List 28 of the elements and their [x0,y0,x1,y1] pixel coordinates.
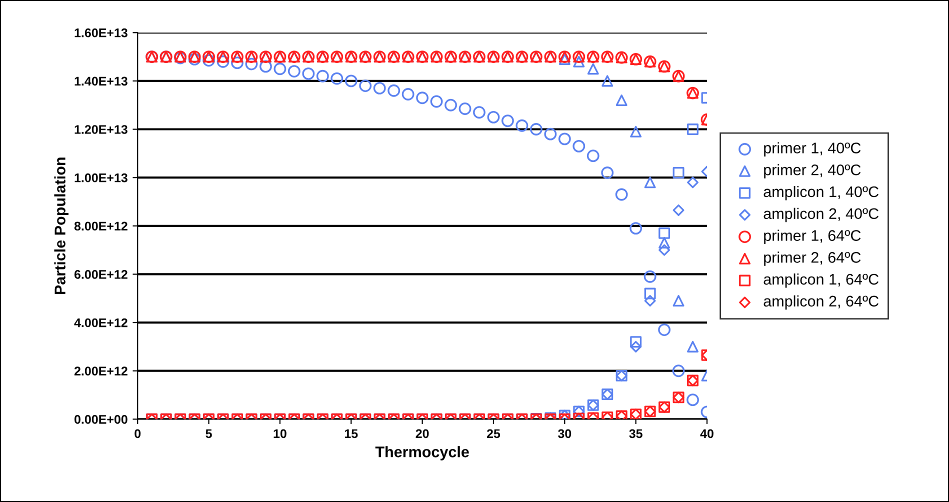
legend-label: primer 1, 64ºC [764,230,861,244]
x-tick-label: 20 [416,429,429,438]
y-tick-label: 0.00E+00 [74,414,128,424]
x-axis-title: Thermocycle [375,446,469,460]
x-tick-label: 30 [558,429,572,438]
y-tick-label: 1.60E+13 [74,28,128,38]
legend-label: amplicon 2, 64ºC [764,295,879,310]
x-tick-label: 5 [206,429,212,438]
x-tick-label: 10 [274,429,286,438]
y-tick-label: 2.00E+12 [74,366,128,376]
x-tick-label: 35 [629,429,642,438]
y-tick-label: 6.00E+12 [74,270,128,279]
y-tick-label: 1.20E+13 [74,125,128,134]
x-tick-label: 25 [486,429,500,438]
x-tick-label: 15 [344,429,358,438]
y-tick-label: 8.00E+12 [74,222,128,231]
x-tick-label: 0 [134,429,141,438]
y-axis-title: Particle Population [54,158,68,294]
legend-label: primer 2, 40ºC [764,164,861,178]
legend-label: primer 2, 64ºC [764,252,861,266]
legend-label: amplicon 1, 64ºC [764,273,879,288]
legend-label: primer 1, 40ºC [764,142,861,156]
y-tick-label: 1.40E+13 [74,76,128,86]
y-tick-label: 1.00E+13 [74,173,128,182]
legend-label: amplicon 2, 40ºC [764,208,879,222]
legend-label: amplicon 1, 40ºC [764,186,879,200]
x-tick-label: 40 [700,429,714,438]
y-tick-label: 4.00E+12 [74,318,128,328]
